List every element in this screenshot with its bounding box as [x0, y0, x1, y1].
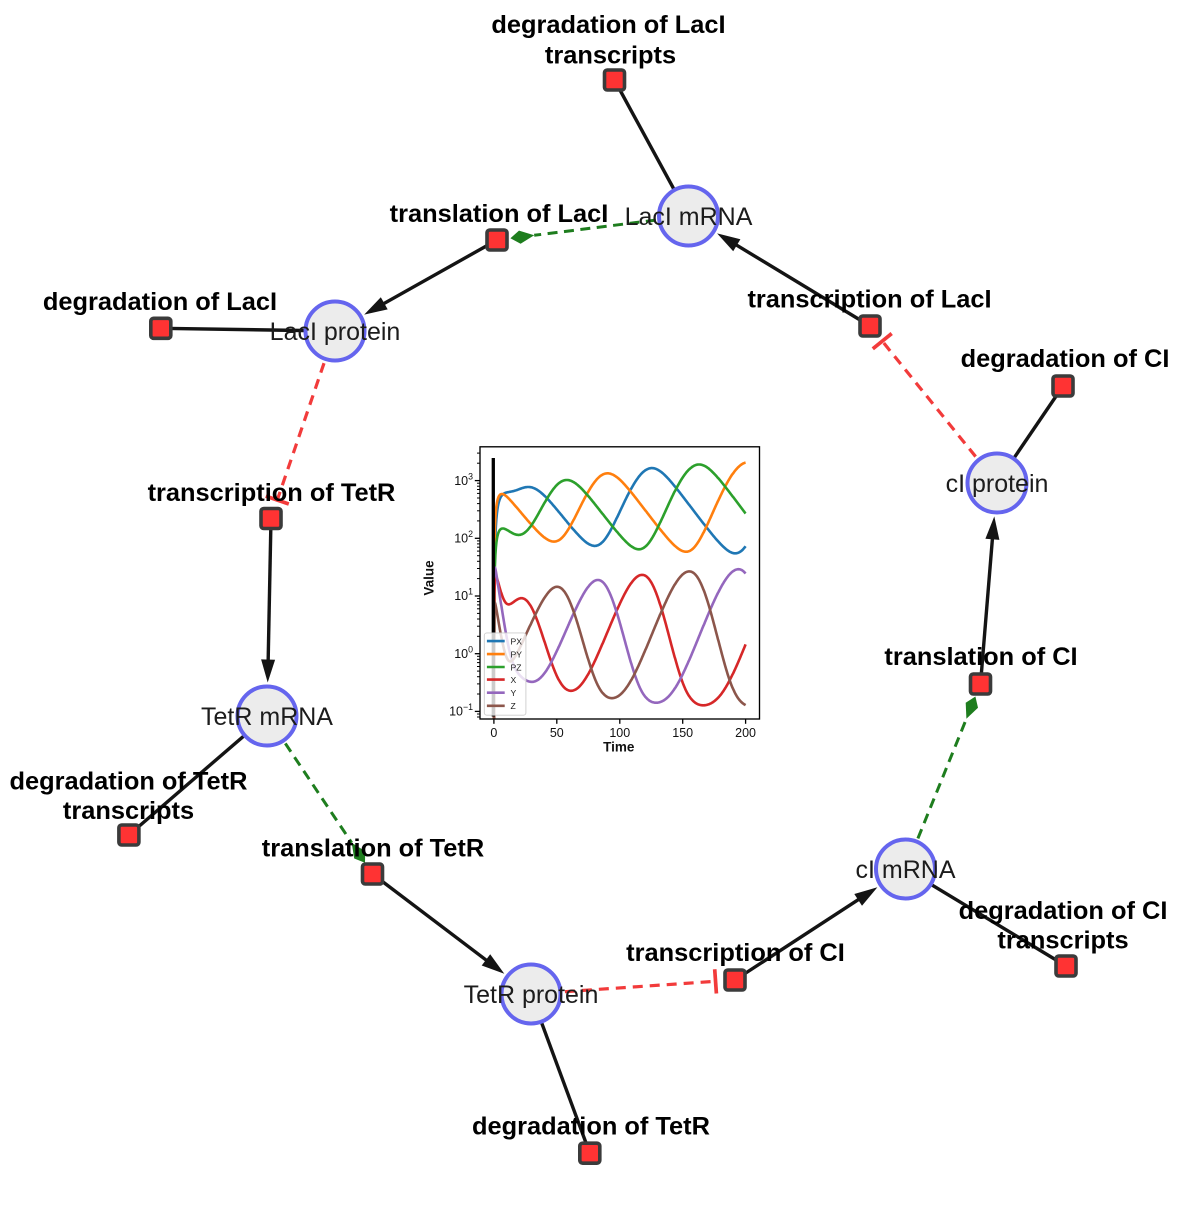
- svg-text:PY: PY: [511, 650, 523, 660]
- svg-text:100: 100: [609, 726, 630, 740]
- svg-text:degradation of LacI: degradation of LacI: [43, 288, 277, 316]
- svg-text:cI protein: cI protein: [946, 470, 1049, 498]
- svg-text:transcripts: transcripts: [997, 926, 1128, 954]
- svg-text:degradation of TetR: degradation of TetR: [472, 1113, 710, 1141]
- svg-text:transcription of TetR: transcription of TetR: [148, 479, 396, 507]
- svg-text:50: 50: [550, 726, 564, 740]
- svg-text:0: 0: [490, 726, 497, 740]
- svg-text:Value: Value: [422, 560, 437, 596]
- svg-text:degradation of LacI: degradation of LacI: [491, 11, 725, 39]
- svg-text:transcription of LacI: transcription of LacI: [747, 286, 991, 314]
- svg-text:LacI protein: LacI protein: [270, 318, 401, 346]
- svg-text:translation of TetR: translation of TetR: [262, 834, 484, 862]
- svg-text:transcription of CI: transcription of CI: [626, 939, 845, 967]
- svg-text:translation of CI: translation of CI: [884, 643, 1077, 671]
- svg-text:TetR mRNA: TetR mRNA: [201, 703, 333, 731]
- svg-text:LacI mRNA: LacI mRNA: [625, 203, 753, 231]
- svg-text:X: X: [511, 675, 517, 685]
- svg-text:degradation of CI: degradation of CI: [961, 345, 1170, 373]
- svg-text:degradation of TetR: degradation of TetR: [10, 768, 248, 796]
- svg-text:150: 150: [672, 726, 693, 740]
- svg-text:PX: PX: [511, 637, 523, 647]
- svg-text:transcripts: transcripts: [545, 42, 676, 70]
- svg-text:PZ: PZ: [511, 662, 522, 672]
- svg-text:degradation of CI: degradation of CI: [959, 897, 1168, 925]
- svg-text:translation of LacI: translation of LacI: [390, 200, 609, 228]
- svg-text:cI mRNA: cI mRNA: [856, 856, 956, 884]
- svg-text:Z: Z: [511, 701, 516, 711]
- svg-text:Time: Time: [603, 740, 635, 755]
- svg-text:200: 200: [735, 726, 756, 740]
- svg-text:Y: Y: [511, 688, 517, 698]
- svg-text:transcripts: transcripts: [63, 797, 194, 825]
- svg-text:TetR protein: TetR protein: [464, 981, 599, 1009]
